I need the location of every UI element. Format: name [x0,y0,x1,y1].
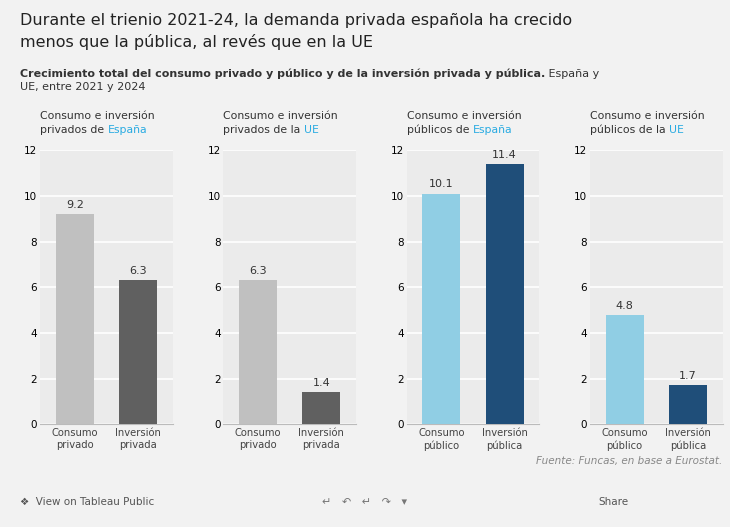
Bar [606,315,644,424]
Text: 11.4: 11.4 [492,150,517,160]
Text: Consumo e inversión: Consumo e inversión [40,111,155,121]
Text: Consumo e inversión: Consumo e inversión [590,111,704,121]
Text: ↵   ↶   ↵   ↷   ▾: ↵ ↶ ↵ ↷ ▾ [323,497,407,507]
Bar [669,385,707,424]
Bar [423,193,461,424]
Text: públicos de: públicos de [407,125,472,135]
Text: España: España [108,125,147,135]
Text: 9.2: 9.2 [66,200,84,210]
Text: 1.4: 1.4 [312,378,330,388]
Text: Consumo e inversión: Consumo e inversión [223,111,338,121]
Text: Crecimiento total del consumo privado y público y de la inversión privada y públ: Crecimiento total del consumo privado y … [20,69,545,79]
Text: privados de: privados de [40,125,108,135]
Text: Durante el trienio 2021-24, la demanda privada española ha crecido: Durante el trienio 2021-24, la demanda p… [20,13,572,28]
Bar [119,280,157,424]
Text: Fuente: Funcas, en base a Eurostat.: Fuente: Funcas, en base a Eurostat. [537,456,723,466]
Text: España y: España y [545,69,599,79]
Text: 1.7: 1.7 [679,372,697,382]
Text: España: España [472,125,512,135]
Text: 4.8: 4.8 [615,300,634,310]
Text: Consumo e inversión: Consumo e inversión [407,111,521,121]
Text: ❖  View on Tableau Public: ❖ View on Tableau Public [20,497,154,507]
Text: Share: Share [599,497,629,507]
Text: UE, entre 2021 y 2024: UE, entre 2021 y 2024 [20,82,145,92]
Text: menos que la pública, al revés que en la UE: menos que la pública, al revés que en la… [20,34,373,50]
Text: 6.3: 6.3 [250,266,267,276]
Text: públicos de la: públicos de la [590,125,669,135]
Text: UE: UE [669,125,684,135]
Text: 10.1: 10.1 [429,180,454,190]
Bar [485,164,523,424]
Bar [239,280,277,424]
Text: UE: UE [304,125,319,135]
Bar [302,392,340,424]
Text: privados de la: privados de la [223,125,304,135]
Text: 6.3: 6.3 [129,266,147,276]
Bar [56,214,94,424]
